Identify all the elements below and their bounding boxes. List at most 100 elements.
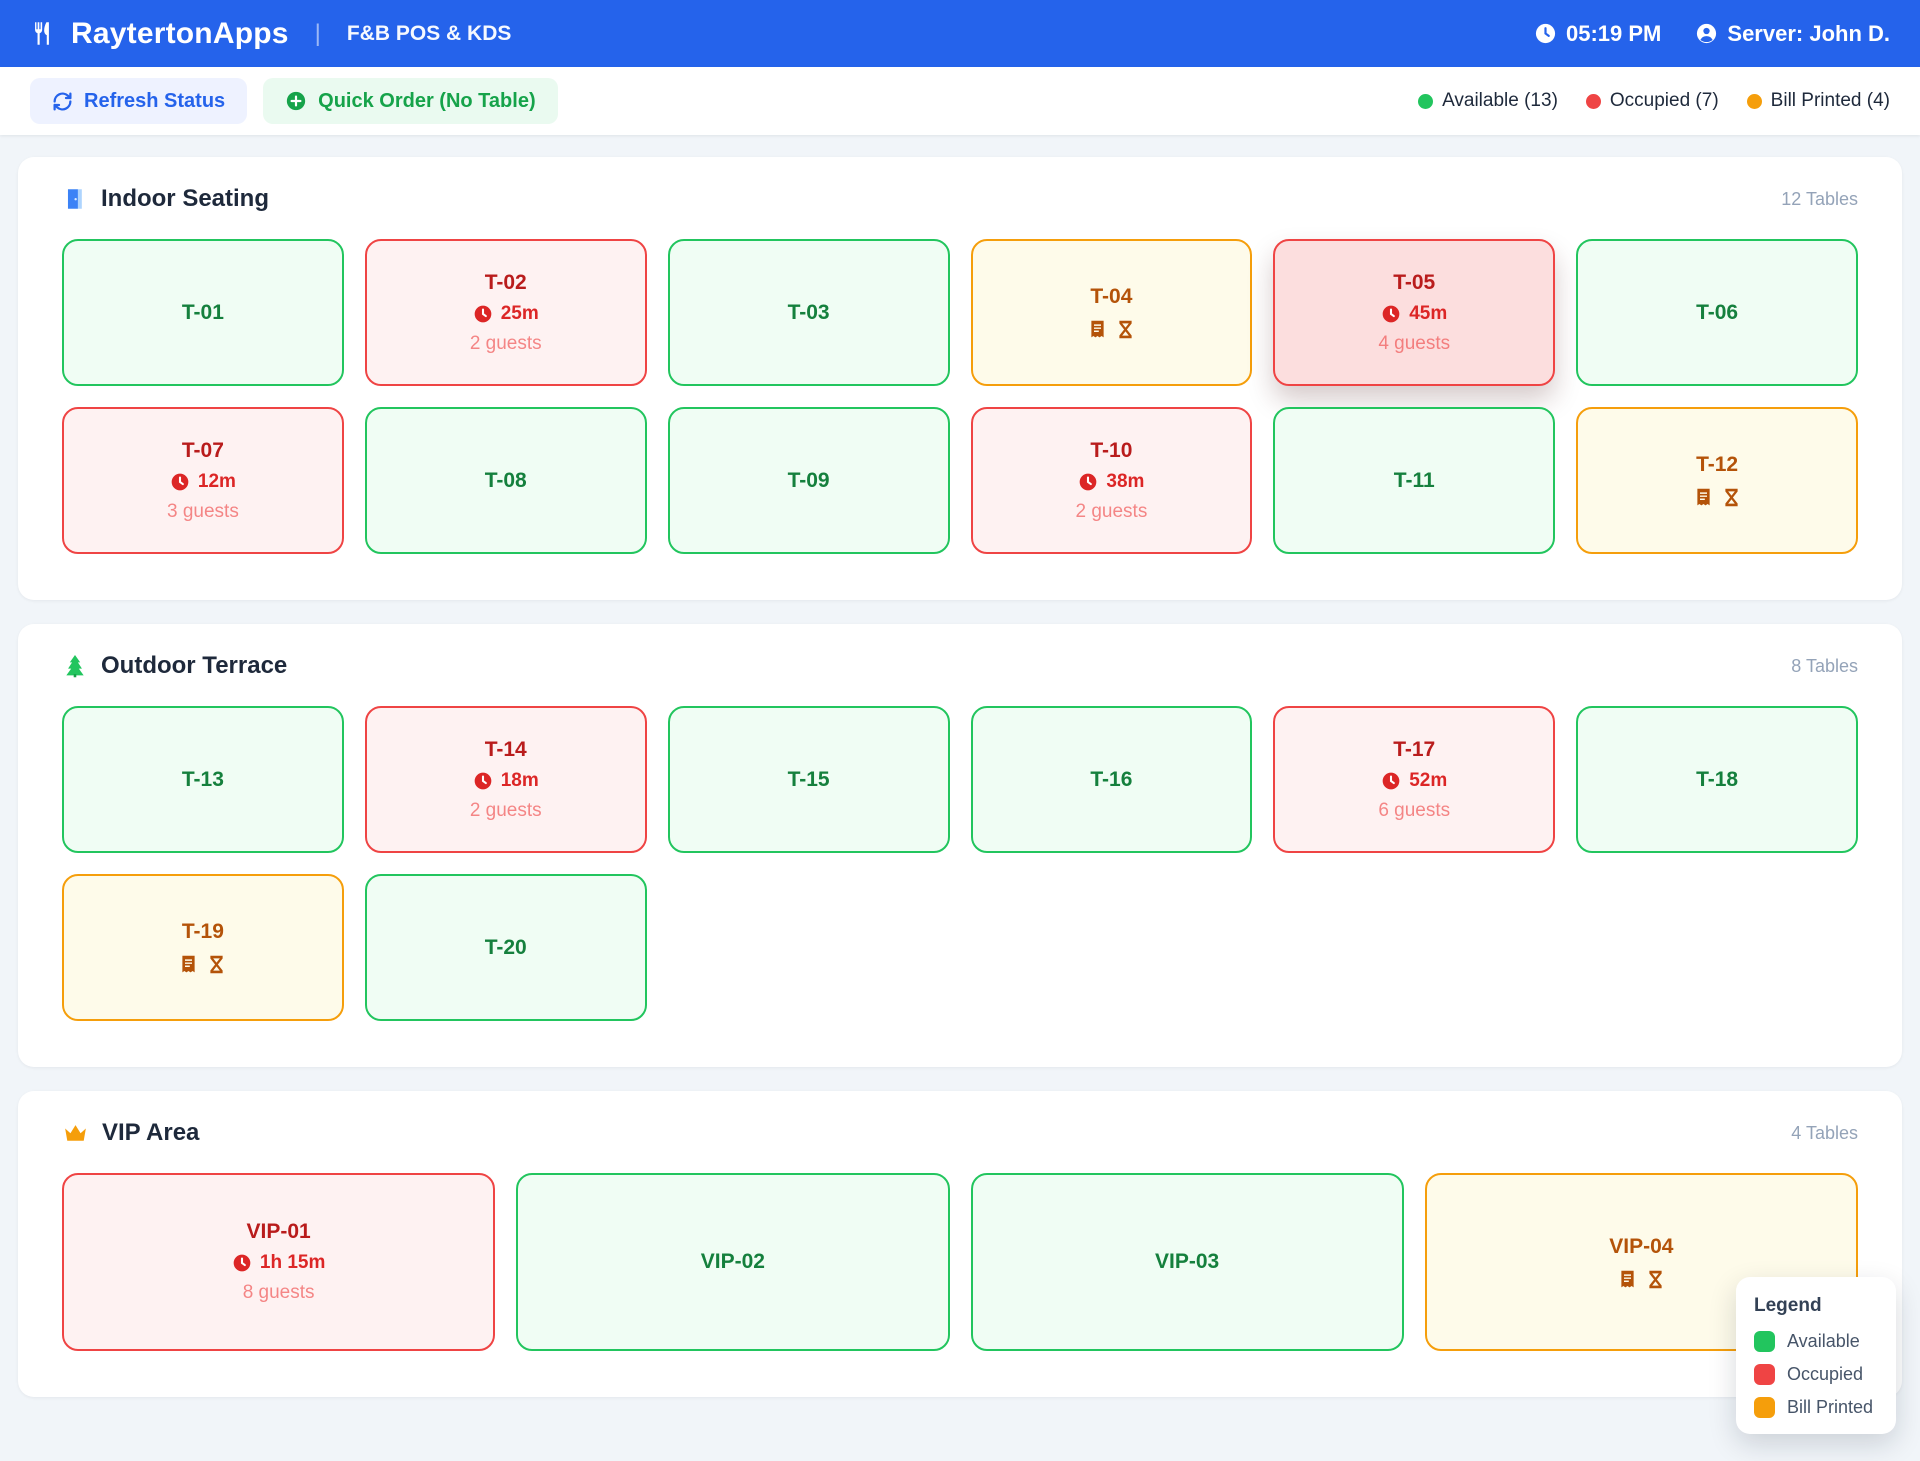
table-card-T-14[interactable]: T-1418m2 guests: [365, 706, 647, 853]
receipt-icon: [1617, 1269, 1638, 1290]
table-name: T-06: [1696, 301, 1738, 325]
timer-value: 25m: [501, 303, 539, 325]
table-name: T-08: [485, 469, 527, 493]
timer-value: 18m: [501, 770, 539, 792]
table-name: T-05: [1393, 271, 1435, 295]
table-name: VIP-01: [247, 1220, 311, 1244]
table-card-VIP-03[interactable]: VIP-03: [971, 1173, 1404, 1351]
status-summary-label: Bill Printed (4): [1771, 90, 1890, 112]
hourglass-icon: [1645, 1269, 1666, 1290]
guest-count: 8 guests: [243, 1282, 315, 1304]
section-title: VIP Area: [102, 1119, 199, 1147]
toolbar: Refresh Status Quick Order (No Table) Av…: [0, 67, 1920, 135]
legend-label: Bill Printed: [1787, 1397, 1873, 1418]
table-card-VIP-01[interactable]: VIP-011h 15m8 guests: [62, 1173, 495, 1351]
tree-icon: [62, 653, 88, 679]
hourglass-icon: [206, 954, 227, 975]
legend-item: Bill Printed: [1754, 1397, 1878, 1418]
table-name: T-15: [788, 768, 830, 792]
table-card-T-01[interactable]: T-01: [62, 239, 344, 386]
refresh-status-button[interactable]: Refresh Status: [30, 78, 247, 124]
timer-clock-icon: [473, 771, 493, 791]
clock-icon: [1534, 22, 1557, 45]
guest-count: 4 guests: [1378, 333, 1450, 355]
occupied-timer: 18m: [473, 770, 539, 792]
section-outdoor-terrace: Outdoor Terrace8 Tables T-13 T-1418m2 gues…: [18, 624, 1902, 1067]
status-summary-label: Occupied (7): [1610, 90, 1719, 112]
table-card-T-18[interactable]: T-18: [1576, 706, 1858, 853]
crown-icon: [62, 1120, 89, 1147]
table-card-T-10[interactable]: T-1038m2 guests: [971, 407, 1253, 554]
table-name: T-07: [182, 439, 224, 463]
brand-divider: |: [315, 20, 321, 48]
timer-clock-icon: [1381, 304, 1401, 324]
timer-clock-icon: [1381, 771, 1401, 791]
table-card-T-11[interactable]: T-11: [1273, 407, 1555, 554]
table-card-T-08[interactable]: T-08: [365, 407, 647, 554]
current-time: 05:19 PM: [1566, 21, 1661, 47]
plus-circle-icon: [285, 90, 307, 112]
table-card-T-13[interactable]: T-13: [62, 706, 344, 853]
table-card-T-20[interactable]: T-20: [365, 874, 647, 1021]
refresh-status-label: Refresh Status: [84, 90, 225, 113]
door-icon: [62, 186, 88, 212]
occupied-timer: 38m: [1078, 471, 1144, 493]
table-name: T-04: [1090, 285, 1132, 309]
table-card-T-07[interactable]: T-07 12m 3 guests: [62, 407, 344, 554]
table-card-T-03[interactable]: T-03: [668, 239, 950, 386]
table-card-T-06[interactable]: T-06: [1576, 239, 1858, 386]
occupied-timer: 12m: [170, 471, 236, 493]
legend-title: Legend: [1754, 1295, 1878, 1317]
timer-clock-icon: [170, 472, 190, 492]
bill-printed-icons: [178, 954, 227, 975]
status-dot-icon: [1747, 94, 1762, 109]
occupied-timer: 25m: [473, 303, 539, 325]
section-title: Outdoor Terrace: [101, 652, 287, 680]
table-card-T-12[interactable]: T-12: [1576, 407, 1858, 554]
brand: RaytertonApps | F&B POS & KDS: [30, 17, 511, 51]
legend: Legend Available Occupied Bill Printed: [1736, 1277, 1896, 1434]
table-card-VIP-02[interactable]: VIP-02: [516, 1173, 949, 1351]
guest-count: 3 guests: [167, 501, 239, 523]
table-card-T-05[interactable]: T-05 45m 4 guests: [1273, 239, 1555, 386]
table-name: T-01: [182, 301, 224, 325]
guest-count: 6 guests: [1378, 800, 1450, 822]
table-card-T-15[interactable]: T-15: [668, 706, 950, 853]
table-name: VIP-03: [1155, 1250, 1219, 1274]
legend-swatch-icon: [1754, 1397, 1775, 1418]
floor-plan: Indoor Seating12 TablesT-01T-0225m2 gues…: [0, 135, 1920, 1461]
quick-order-label: Quick Order (No Table): [318, 90, 535, 113]
table-card-T-16[interactable]: T-16: [971, 706, 1253, 853]
server-name: Server: John D.: [1727, 21, 1890, 47]
occupied-timer: 45m: [1381, 303, 1447, 325]
table-name: T-09: [788, 469, 830, 493]
table-card-T-02[interactable]: T-0225m2 guests: [365, 239, 647, 386]
legend-label: Available: [1787, 1331, 1860, 1352]
table-name: T-13: [182, 768, 224, 792]
quick-order-button[interactable]: Quick Order (No Table): [263, 78, 557, 124]
table-name: VIP-04: [1609, 1235, 1673, 1259]
legend-label: Occupied: [1787, 1364, 1863, 1385]
section-indoor-seating: Indoor Seating12 TablesT-01T-0225m2 gues…: [18, 157, 1902, 600]
legend-swatch-icon: [1754, 1364, 1775, 1385]
timer-clock-icon: [1078, 472, 1098, 492]
status-dot-icon: [1418, 94, 1433, 109]
timer-value: 52m: [1409, 770, 1447, 792]
table-card-T-19[interactable]: T-19: [62, 874, 344, 1021]
header-right: 05:19 PM Server: John D.: [1534, 21, 1890, 47]
table-name: T-02: [485, 271, 527, 295]
status-summary-label: Available (13): [1442, 90, 1558, 112]
user-icon: [1695, 22, 1718, 45]
timer-clock-icon: [232, 1253, 252, 1273]
table-name: T-16: [1090, 768, 1132, 792]
table-card-T-04[interactable]: T-04: [971, 239, 1253, 386]
status-summary-item: Occupied (7): [1586, 90, 1719, 112]
table-card-T-09[interactable]: T-09: [668, 407, 950, 554]
table-card-T-17[interactable]: T-1752m6 guests: [1273, 706, 1555, 853]
timer-value: 45m: [1409, 303, 1447, 325]
occupied-timer: 52m: [1381, 770, 1447, 792]
table-grid: T-01T-0225m2 guestsT-03T-04T-0545m4 gues…: [62, 239, 1858, 554]
legend-item: Occupied: [1754, 1364, 1878, 1385]
section-header: Outdoor Terrace8 Tables: [62, 652, 1858, 680]
status-summary-item: Bill Printed (4): [1747, 90, 1890, 112]
